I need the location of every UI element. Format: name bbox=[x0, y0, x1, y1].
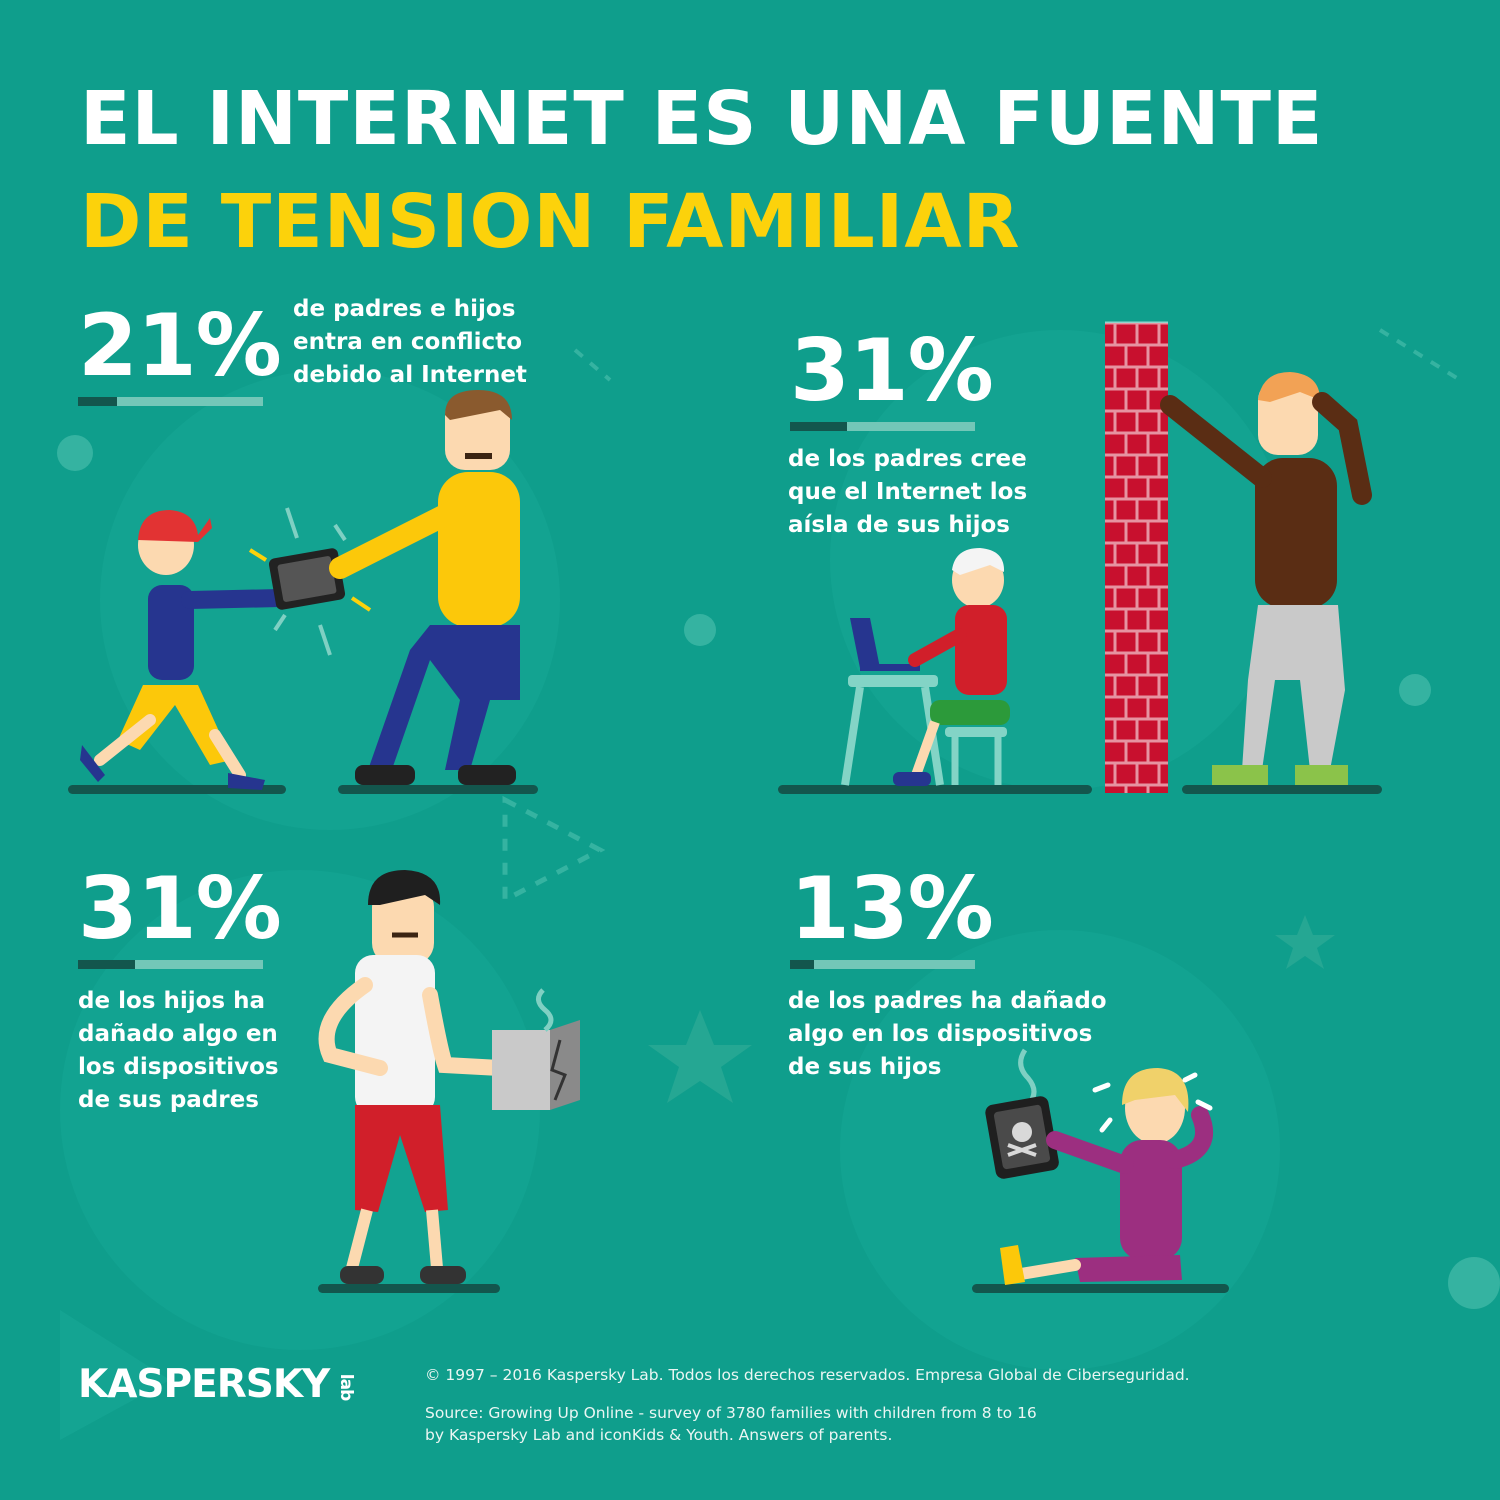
ground-line bbox=[68, 785, 286, 794]
stat-2-line: aísla de sus hijos bbox=[788, 512, 1010, 538]
stat-1-bar-fill bbox=[78, 397, 117, 406]
worried-father-figure bbox=[1160, 372, 1372, 785]
title-line-2: DE TENSION FAMILIAR bbox=[80, 179, 1021, 265]
stat-4-line: algo en los dispositivos bbox=[788, 1021, 1093, 1047]
stat-2: 31% bbox=[790, 321, 994, 431]
stat-3-percentage: 31% bbox=[78, 859, 282, 959]
stat-2-line: que el Internet los bbox=[788, 479, 1028, 505]
stat-1-line: debido al Internet bbox=[293, 362, 527, 388]
tablet-icon bbox=[248, 507, 372, 656]
stat-4-bar bbox=[790, 960, 975, 969]
stat-1-bar bbox=[78, 397, 263, 406]
stat-2-bar bbox=[790, 422, 975, 431]
laptop-icon bbox=[850, 618, 920, 671]
stat-3-line: de los hijos ha bbox=[78, 988, 265, 1014]
ground-line bbox=[972, 1284, 1229, 1293]
stat-4: 13% bbox=[790, 859, 994, 969]
ground-line bbox=[778, 785, 1092, 794]
stat-1-percentage: 21% bbox=[78, 296, 282, 396]
stat-3-line: dañado algo en bbox=[78, 1021, 278, 1047]
source-line-1: Source: Growing Up Online - survey of 37… bbox=[425, 1404, 1037, 1422]
stat-3-description: de los hijos ha dañado algo en los dispo… bbox=[78, 985, 279, 1117]
stat-1: 21% bbox=[78, 296, 282, 406]
copyright-text: © 1997 – 2016 Kaspersky Lab. Todos los d… bbox=[425, 1366, 1190, 1384]
child-at-laptop bbox=[893, 548, 1010, 786]
ground-line bbox=[318, 1284, 500, 1293]
stat-2-description: de los padres cree que el Internet los a… bbox=[788, 443, 1027, 542]
stat-2-percentage: 31% bbox=[790, 321, 994, 421]
smoke-icon bbox=[1018, 1048, 1037, 1107]
stat-3-line: de sus padres bbox=[78, 1087, 259, 1113]
brick-wall bbox=[1105, 321, 1168, 793]
stat-1-description: de padres e hijos entra en conflicto deb… bbox=[293, 293, 527, 392]
skull-tablet-icon bbox=[985, 1096, 1059, 1179]
broken-laptop-icon bbox=[492, 988, 580, 1110]
stat-4-bar-fill bbox=[790, 960, 815, 969]
stat-1-line: entra en conflicto bbox=[293, 329, 522, 355]
ground-line bbox=[1182, 785, 1382, 794]
child-figure bbox=[80, 510, 289, 790]
worried-parent-figure bbox=[1000, 1068, 1213, 1285]
stat-2-line: de los padres cree bbox=[788, 446, 1027, 472]
stat-3-bar-fill bbox=[78, 960, 136, 969]
stat-3-line: los dispositivos bbox=[78, 1054, 279, 1080]
stat-4-line: de sus hijos bbox=[788, 1054, 942, 1080]
ground-line bbox=[338, 785, 538, 794]
source-line-2: by Kaspersky Lab and iconKids & Youth. A… bbox=[425, 1426, 893, 1444]
stat-4-description: de los padres ha dañado algo en los disp… bbox=[788, 985, 1107, 1084]
boy-figure bbox=[318, 870, 508, 1284]
title-line-1: EL INTERNET ES UNA FUENTE bbox=[80, 76, 1324, 162]
stat-2-bar-fill bbox=[790, 422, 848, 431]
logo-main-text: KASPERSKY bbox=[78, 1362, 330, 1407]
father-figure bbox=[329, 390, 520, 785]
logo-sub-text: lab bbox=[336, 1373, 357, 1400]
stat-3-bar bbox=[78, 960, 263, 969]
source-text: Source: Growing Up Online - survey of 37… bbox=[425, 1402, 1037, 1446]
stat-3: 31% bbox=[78, 859, 282, 969]
kaspersky-logo: KASPERSKY lab bbox=[78, 1362, 360, 1407]
stat-4-percentage: 13% bbox=[790, 859, 994, 959]
stat-4-line: de los padres ha dañado bbox=[788, 988, 1107, 1014]
stat-1-line: de padres e hijos bbox=[293, 296, 516, 322]
